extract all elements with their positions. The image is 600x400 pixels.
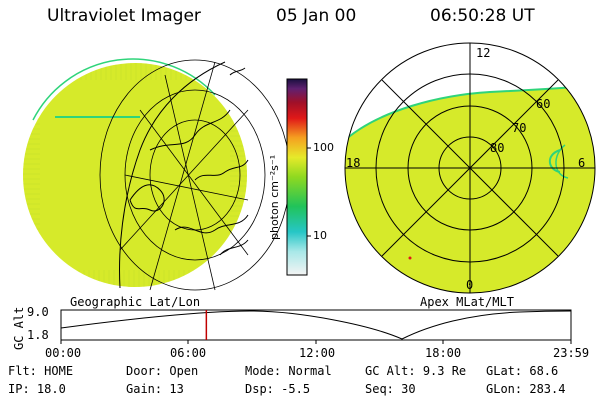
mlat-label-80: 80: [490, 141, 505, 155]
status-door: Door: Open: [126, 364, 199, 378]
status-mode: Mode: Normal: [245, 364, 332, 378]
mlat-label-70: 70: [512, 121, 527, 135]
altitude-ytick-bottom: 1.8: [27, 328, 49, 342]
status-gc-alt: GC Alt: 9.3 Re: [365, 364, 467, 378]
colorbar-tick-10: 10: [313, 229, 327, 242]
altitude-plot: [60, 309, 572, 344]
status-gain: Gain: 13: [126, 382, 184, 396]
date-label: 05 Jan 00: [276, 6, 357, 26]
altitude-ytick-top: 9.0: [27, 305, 49, 319]
status-ip: IP: 18.0: [8, 382, 66, 396]
mlat-label-60: 60: [536, 97, 551, 111]
apex-polar-image: [344, 42, 596, 294]
altitude-xtick: 18:00: [425, 346, 462, 360]
right-panel-caption: Apex MLat/MLT: [420, 295, 514, 309]
instrument-title: Ultraviolet Imager: [47, 6, 201, 26]
left-panel-caption: Geographic Lat/Lon: [70, 295, 201, 309]
colorbar-tick-100: 100: [313, 141, 334, 154]
mlt-label-bottom: 0: [466, 278, 474, 292]
mlt-label-top: 12: [476, 46, 491, 60]
colorbar-unit-label: photon cm⁻²s⁻¹: [268, 154, 281, 240]
status-seq: Seq: 30: [365, 382, 416, 396]
altitude-xtick: 00:00: [45, 346, 82, 360]
altitude-xtick: 06:00: [170, 346, 207, 360]
status-glon: GLon: 283.4: [486, 382, 566, 396]
time-label: 06:50:28 UT: [430, 6, 535, 26]
mlt-label-right: 6: [578, 156, 586, 170]
altitude-xtick: 12:00: [299, 346, 336, 360]
altitude-ylabel: GC Alt: [12, 306, 26, 350]
status-glat: GLat: 68.6: [486, 364, 559, 378]
geographic-image: [23, 58, 291, 291]
mlt-label-left: 18: [346, 156, 361, 170]
colorbar: [286, 78, 308, 276]
status-flight: Flt: HOME: [8, 364, 74, 378]
altitude-xtick: 23:59: [553, 346, 590, 360]
status-dsp: Dsp: -5.5: [245, 382, 311, 396]
